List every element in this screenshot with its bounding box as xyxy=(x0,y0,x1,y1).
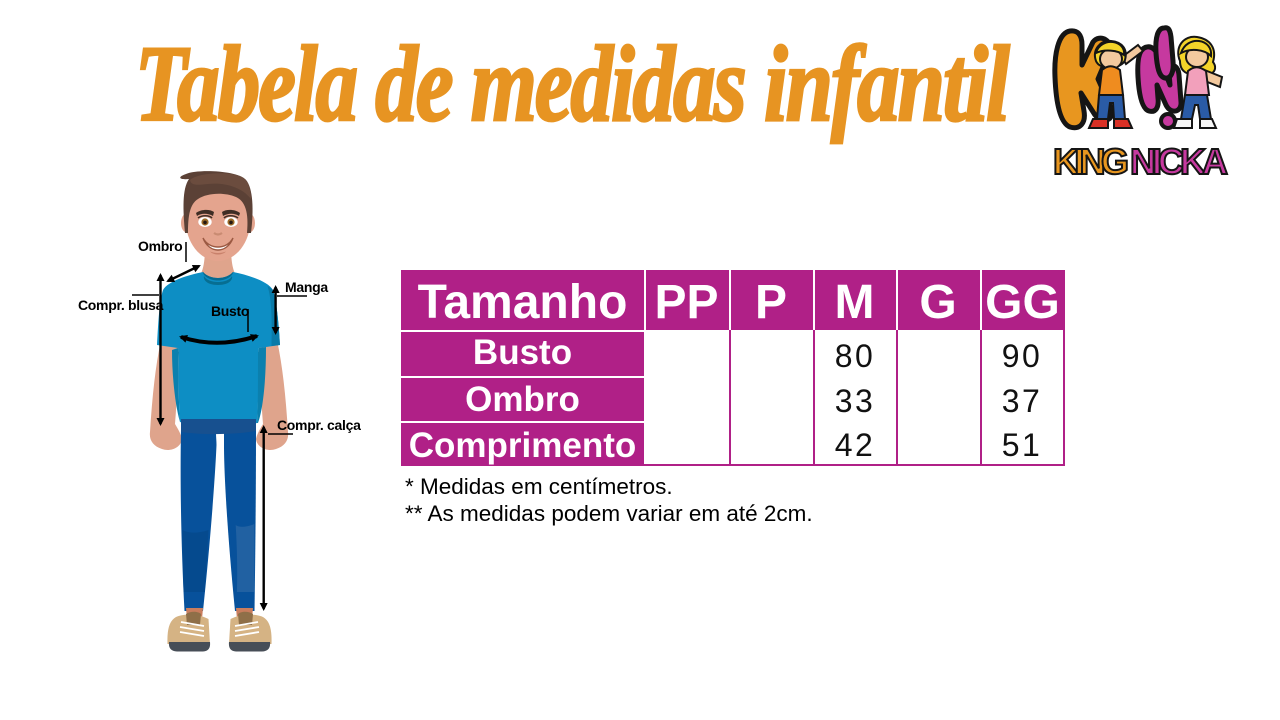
svg-text:KING: KING xyxy=(1053,141,1129,180)
svg-text:Compr. blusa: Compr. blusa xyxy=(78,297,164,313)
svg-text:Compr. calça: Compr. calça xyxy=(277,417,361,433)
svg-text:NICKA: NICKA xyxy=(1130,141,1228,180)
svg-text:Ombro: Ombro xyxy=(138,238,182,254)
svg-text:Manga: Manga xyxy=(285,279,328,295)
svg-text:Busto: Busto xyxy=(211,303,249,319)
